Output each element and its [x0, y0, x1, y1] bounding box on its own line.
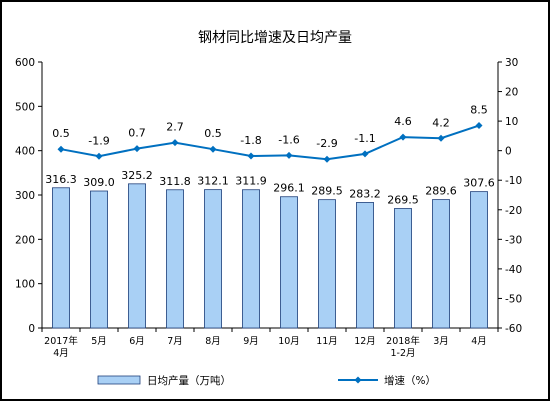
bar — [52, 187, 70, 329]
growth-value-label: -2.9 — [316, 137, 337, 150]
x-tick-label: 1-2月 — [390, 348, 415, 359]
bar-value-label: 316.3 — [45, 173, 77, 186]
chart-title: 钢材同比增速及日均产量 — [198, 30, 352, 46]
x-tick-label: 2018年 — [386, 335, 420, 347]
x-tick-label: 5月 — [91, 336, 107, 347]
bar-value-label: 269.5 — [387, 194, 419, 207]
bar-value-label: 289.6 — [425, 185, 457, 198]
left-tick-label: 400 — [15, 146, 35, 158]
x-tick-label: 11月 — [316, 336, 338, 347]
left-tick-label: 200 — [15, 234, 35, 246]
bar-value-label: 296.1 — [273, 182, 305, 195]
right-tick-label: -40 — [505, 264, 522, 276]
growth-point — [437, 134, 445, 142]
growth-value-label: 0.7 — [128, 127, 146, 140]
x-tick-label: 10月 — [278, 336, 300, 347]
bar-value-label: 325.2 — [121, 169, 153, 182]
bar — [394, 208, 412, 329]
bar-value-label: 311.8 — [159, 175, 191, 188]
x-tick-label: 8月 — [205, 336, 221, 347]
right-tick-label: -10 — [505, 175, 522, 187]
left-tick-label: 500 — [15, 101, 35, 113]
bar — [90, 190, 108, 329]
x-tick-label: 2017年 — [44, 335, 78, 347]
bar — [318, 199, 336, 329]
bar — [128, 183, 146, 329]
x-tick-label: 3月 — [433, 336, 449, 347]
growth-point — [285, 151, 293, 159]
bar-value-label: 311.9 — [235, 175, 267, 188]
bar — [242, 189, 260, 329]
bar-value-label: 307.6 — [463, 177, 495, 190]
bar-value-label: 289.5 — [311, 185, 343, 198]
growth-value-label: -1.1 — [354, 132, 375, 145]
left-tick-label: 300 — [15, 190, 35, 202]
right-tick-label: -30 — [505, 234, 522, 246]
legend-bar-swatch — [97, 375, 141, 385]
bar-value-label: 312.1 — [197, 175, 229, 188]
legend-line-marker — [354, 376, 362, 384]
growth-point — [247, 152, 255, 160]
bar-value-label: 309.0 — [83, 176, 115, 189]
growth-value-label: 4.6 — [394, 115, 412, 128]
right-tick-label: -20 — [505, 205, 522, 217]
legend-line-label: 增速（%） — [384, 374, 436, 387]
right-tick-label: 0 — [505, 146, 512, 158]
x-tick-label: 4月 — [471, 336, 487, 347]
bar — [470, 191, 488, 329]
x-tick-label: 6月 — [129, 336, 145, 347]
growth-value-label: 0.5 — [52, 127, 70, 140]
x-tick-label: 9月 — [243, 336, 259, 347]
growth-point — [171, 139, 179, 147]
right-tick-label: -60 — [505, 323, 522, 335]
right-tick-label: 10 — [505, 116, 518, 128]
growth-value-label: 4.2 — [432, 116, 450, 129]
legend-bar-label: 日均产量（万吨） — [147, 374, 231, 387]
growth-point — [95, 152, 103, 160]
bar — [356, 202, 374, 329]
left-tick-label: 100 — [15, 279, 35, 291]
growth-value-label: -1.8 — [240, 134, 261, 147]
growth-point — [209, 145, 217, 153]
left-tick-label: 0 — [28, 323, 35, 335]
growth-point — [399, 133, 407, 141]
bar — [166, 189, 184, 329]
growth-point — [361, 150, 369, 158]
bar — [204, 189, 222, 329]
growth-value-label: 8.5 — [470, 104, 488, 117]
growth-point — [133, 145, 141, 153]
right-tick-label: -50 — [505, 293, 522, 305]
bar-value-label: 283.2 — [349, 187, 381, 200]
growth-value-label: -1.6 — [278, 133, 299, 146]
growth-point — [57, 145, 65, 153]
bar — [432, 199, 450, 329]
x-tick-label: 7月 — [167, 336, 183, 347]
growth-point — [475, 122, 483, 130]
growth-value-label: -1.9 — [88, 134, 109, 147]
x-tick-label: 12月 — [354, 336, 376, 347]
left-tick-label: 600 — [15, 57, 35, 69]
growth-line — [60, 124, 480, 161]
bar — [280, 196, 298, 329]
growth-point — [323, 155, 331, 163]
growth-value-label: 2.7 — [166, 121, 184, 134]
right-tick-label: 30 — [505, 57, 518, 69]
right-tick-label: 20 — [505, 87, 518, 99]
growth-value-label: 0.5 — [204, 127, 222, 140]
x-tick-label: 4月 — [53, 348, 69, 359]
